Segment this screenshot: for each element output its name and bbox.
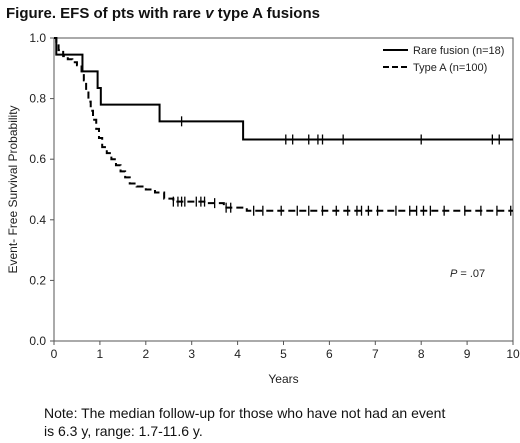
y-tick-label: 0.8 (29, 92, 46, 106)
x-tick-label: 5 (280, 347, 287, 361)
y-tick-label: 0.6 (29, 152, 46, 166)
series-layer (54, 37, 513, 216)
title-prefix: Figure. EFS of pts with rare (6, 5, 206, 22)
km-chart: 0.0 0.2 0.4 0.6 0.8 1.0 0 1 2 3 4 5 6 7 8 9 10 Years Event… (6, 31, 520, 386)
p-value-label: P (450, 268, 458, 280)
x-tick-label: 9 (464, 347, 471, 361)
note-line-2: is 6.3 y, range: 1.7-11.6 y. (44, 423, 203, 439)
plot-frame (53, 37, 514, 342)
series-type-a (54, 37, 513, 216)
series-line (54, 37, 513, 141)
title-italic: v (205, 5, 214, 22)
legend-label: Type A (n=100) (413, 62, 487, 74)
series-rare-fusion (54, 37, 513, 145)
axes: 0.0 0.2 0.4 0.6 0.8 1.0 0 1 2 3 4 5 6 7 8 9 10 Years Event… (6, 31, 520, 386)
y-tick-label: 0.4 (29, 213, 46, 227)
x-tick-label: 1 (97, 347, 104, 361)
title-suffix: type A fusions (213, 5, 320, 22)
y-axis-label: Event- Free Survival Probability (6, 105, 20, 273)
x-tick-label: 4 (234, 347, 241, 361)
legend: Rare fusion (n=18) Type A (n=100) (383, 45, 504, 74)
figure-note: Note: The median follow-up for those who… (44, 404, 514, 440)
x-tick-label: 2 (142, 347, 149, 361)
x-axis-label: Years (268, 372, 298, 386)
y-tick-label: 0.2 (29, 273, 46, 287)
x-tick-label: 8 (418, 347, 425, 361)
p-value-annotation: P = .07 (450, 268, 485, 280)
note-line-1: Note: The median follow-up for those who… (44, 405, 446, 421)
x-tick-label: 3 (188, 347, 195, 361)
x-tick-label: 6 (326, 347, 333, 361)
y-tick-label: 0.0 (29, 334, 46, 348)
y-tick-label: 1.0 (29, 31, 46, 45)
x-tick-label: 7 (372, 347, 379, 361)
x-tick-label: 10 (506, 347, 520, 361)
x-tick-label: 0 (51, 347, 58, 361)
p-value-number: = .07 (457, 268, 485, 280)
legend-label: Rare fusion (n=18) (413, 45, 504, 57)
series-line (54, 37, 513, 212)
figure-title: Figure. EFS of pts with rare v type A fu… (6, 5, 320, 22)
